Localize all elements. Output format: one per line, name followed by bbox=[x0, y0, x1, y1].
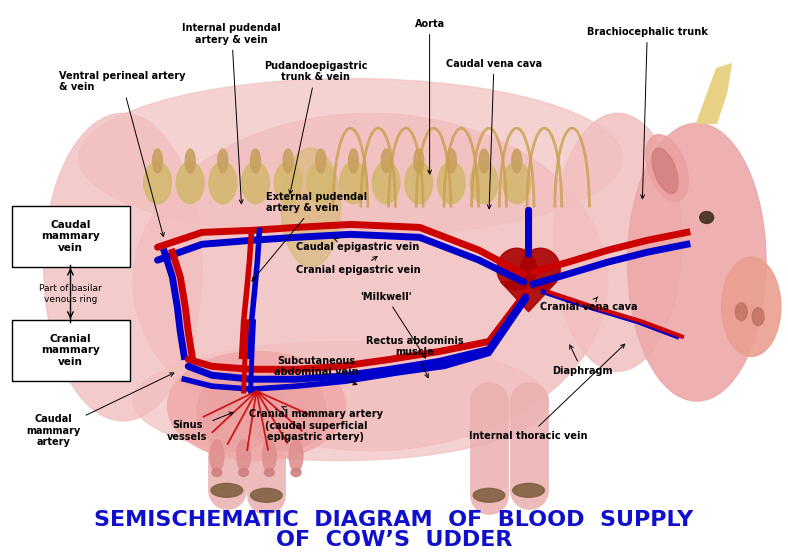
Ellipse shape bbox=[722, 257, 781, 357]
Ellipse shape bbox=[185, 149, 195, 173]
Text: Part of basilar
venous ring: Part of basilar venous ring bbox=[39, 284, 102, 304]
Ellipse shape bbox=[209, 162, 236, 203]
Ellipse shape bbox=[218, 149, 228, 173]
Ellipse shape bbox=[167, 352, 345, 461]
Ellipse shape bbox=[177, 162, 204, 203]
Ellipse shape bbox=[251, 149, 260, 173]
Ellipse shape bbox=[479, 149, 489, 173]
Text: Internal thoracic vein: Internal thoracic vein bbox=[470, 344, 625, 440]
Ellipse shape bbox=[289, 440, 303, 471]
Ellipse shape bbox=[348, 149, 359, 173]
Ellipse shape bbox=[262, 440, 277, 471]
Text: External pudendal
artery & vein: External pudendal artery & vein bbox=[252, 192, 367, 281]
Ellipse shape bbox=[133, 342, 548, 461]
Ellipse shape bbox=[210, 440, 224, 471]
Text: SEMISCHEMATIC  DIAGRAM  OF  BLOOD  SUPPLY: SEMISCHEMATIC DIAGRAM OF BLOOD SUPPLY bbox=[95, 510, 693, 530]
Polygon shape bbox=[697, 64, 731, 123]
Polygon shape bbox=[501, 282, 556, 312]
Text: Pudandoepigastric
trunk & vein: Pudandoepigastric trunk & vein bbox=[264, 61, 367, 194]
Ellipse shape bbox=[251, 489, 282, 502]
Ellipse shape bbox=[521, 248, 560, 290]
Text: Caudal vena cava: Caudal vena cava bbox=[446, 59, 542, 209]
Ellipse shape bbox=[473, 489, 505, 502]
Ellipse shape bbox=[316, 149, 325, 173]
Ellipse shape bbox=[372, 162, 400, 203]
Text: Ventral perineal artery
& vein: Ventral perineal artery & vein bbox=[58, 71, 185, 236]
Ellipse shape bbox=[470, 162, 498, 203]
Ellipse shape bbox=[553, 113, 682, 371]
Text: Rectus abdominis
muscle: Rectus abdominis muscle bbox=[366, 335, 463, 378]
Text: 'Milkwell': 'Milkwell' bbox=[360, 292, 426, 358]
Ellipse shape bbox=[437, 162, 465, 203]
Text: Brachiocephalic trunk: Brachiocephalic trunk bbox=[587, 27, 708, 199]
Ellipse shape bbox=[247, 371, 325, 451]
Ellipse shape bbox=[78, 79, 623, 238]
Ellipse shape bbox=[291, 468, 301, 476]
Text: Caudal epigastric vein: Caudal epigastric vein bbox=[296, 238, 419, 252]
Ellipse shape bbox=[753, 308, 764, 326]
Text: Internal pudendal
artery & vein: Internal pudendal artery & vein bbox=[182, 23, 281, 203]
Ellipse shape bbox=[497, 248, 537, 290]
FancyBboxPatch shape bbox=[12, 206, 130, 267]
Ellipse shape bbox=[381, 149, 391, 173]
Ellipse shape bbox=[143, 162, 171, 203]
Ellipse shape bbox=[307, 162, 335, 203]
Text: Cranial
mammary
vein: Cranial mammary vein bbox=[41, 334, 100, 367]
Ellipse shape bbox=[153, 149, 162, 173]
Ellipse shape bbox=[265, 468, 274, 476]
Text: Caudal
mammary
artery: Caudal mammary artery bbox=[27, 373, 174, 447]
Ellipse shape bbox=[414, 149, 424, 173]
Ellipse shape bbox=[211, 484, 243, 498]
Text: Cranial epigastric vein: Cranial epigastric vein bbox=[296, 257, 421, 275]
Ellipse shape bbox=[405, 162, 433, 203]
Ellipse shape bbox=[652, 148, 678, 193]
Ellipse shape bbox=[239, 468, 248, 476]
Ellipse shape bbox=[133, 113, 608, 451]
Ellipse shape bbox=[212, 468, 222, 476]
Ellipse shape bbox=[197, 371, 277, 451]
Ellipse shape bbox=[242, 162, 269, 203]
Ellipse shape bbox=[627, 123, 766, 401]
Ellipse shape bbox=[447, 149, 456, 173]
Text: OF  COW’S  UDDER: OF COW’S UDDER bbox=[276, 530, 512, 550]
Ellipse shape bbox=[340, 162, 367, 203]
Ellipse shape bbox=[513, 484, 545, 498]
Text: Cranial vena cava: Cranial vena cava bbox=[540, 297, 637, 312]
Ellipse shape bbox=[646, 135, 689, 201]
Ellipse shape bbox=[274, 162, 302, 203]
Ellipse shape bbox=[503, 162, 530, 203]
Text: Caudal
mammary
vein: Caudal mammary vein bbox=[41, 220, 100, 253]
Ellipse shape bbox=[700, 211, 714, 224]
Ellipse shape bbox=[44, 113, 202, 421]
Text: Diaphragm: Diaphragm bbox=[552, 345, 612, 376]
FancyBboxPatch shape bbox=[12, 320, 130, 381]
Ellipse shape bbox=[511, 149, 522, 173]
Text: Sinus
vessels: Sinus vessels bbox=[167, 412, 233, 442]
Text: Subcutaneous
abdominal vein: Subcutaneous abdominal vein bbox=[273, 356, 359, 385]
Ellipse shape bbox=[283, 149, 293, 173]
Ellipse shape bbox=[735, 303, 747, 321]
Text: Cranial mammary artery
(caudal superficial
epigastric artery): Cranial mammary artery (caudal superfici… bbox=[249, 406, 383, 442]
Text: Aorta: Aorta bbox=[414, 19, 444, 174]
Ellipse shape bbox=[236, 440, 251, 471]
Ellipse shape bbox=[281, 148, 340, 267]
